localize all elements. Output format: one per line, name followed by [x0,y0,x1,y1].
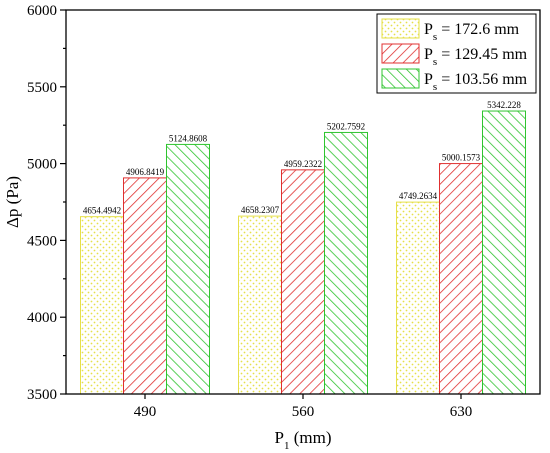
legend-item: Ps = 172.6 mm [381,18,520,43]
y-tick-label: 4000 [27,310,57,326]
legend-swatch [381,43,420,64]
bar [238,215,282,395]
y-tick-label: 3500 [27,387,57,403]
legend-item: Ps = 103.56 mm [381,68,528,93]
data-label: 5124.8608 [169,133,208,143]
data-label: 4906.8419 [126,167,165,177]
bar [166,143,210,395]
bar [439,163,483,395]
data-label: 5000.1573 [442,153,481,163]
bar [396,201,440,395]
legend-swatch [381,18,420,39]
data-label: 4749.2634 [399,191,438,201]
x-axis: 490 560 630 [134,394,473,420]
x-tick-label: 630 [450,404,473,420]
data-label: 5202.7592 [327,121,365,131]
legend-swatch [381,68,420,89]
x-axis-title: P1 (mm) [275,428,332,452]
data-label: 4654.4942 [83,206,121,216]
bar [123,177,167,395]
legend-item: Ps = 129.45 mm [381,43,528,68]
bars-layer [80,110,526,395]
y-tick-label: 6000 [27,3,57,19]
y-axis-title: Δp (Pa) [3,176,22,228]
x-tick-label: 560 [292,404,315,420]
legend: Ps = 172.6 mm Ps = 129.45 mm Ps = 103.56… [376,13,537,94]
data-labels-layer: 4654.4942 4906.8419 5124.8608 4658.2307 4959… [83,100,522,216]
bar [281,169,325,395]
data-label: 5342.228 [487,100,521,110]
y-tick-label: 5000 [27,157,57,173]
data-label: 4658.2307 [241,205,280,215]
legend-label: Ps = 172.6 mm [424,21,520,43]
y-tick-label: 4500 [27,233,57,249]
data-label: 4959.2322 [284,159,322,169]
bar [80,216,124,395]
y-axis: 3500 4000 4500 5000 5500 6000 [27,3,66,403]
y-tick-label: 5500 [27,80,57,96]
x-tick-label: 490 [134,404,157,420]
legend-label: Ps = 129.45 mm [424,46,528,68]
bar [324,131,368,395]
bar [482,110,526,395]
legend-label: Ps = 103.56 mm [424,71,528,93]
